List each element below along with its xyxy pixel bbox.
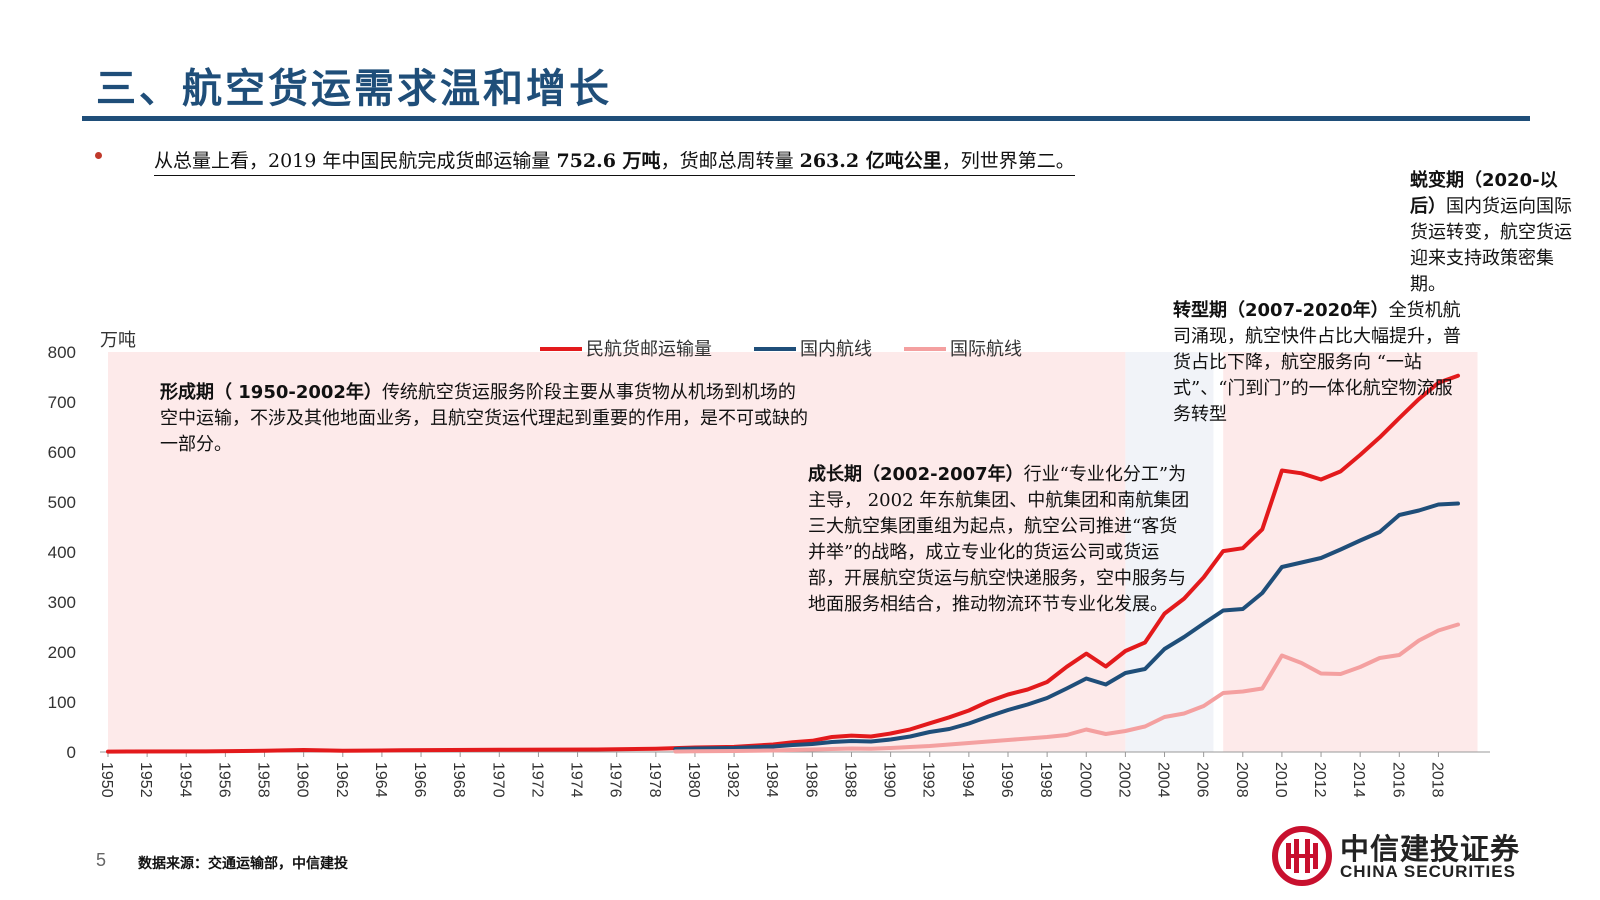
x-tick-label: 1950 [98, 762, 115, 798]
x-tick-label: 1956 [215, 762, 232, 798]
x-tick-label: 2006 [1194, 762, 1211, 798]
y-tick-label: 600 [48, 443, 76, 462]
x-tick-label: 2004 [1155, 762, 1172, 798]
x-tick-label: 1998 [1037, 762, 1054, 798]
annotation-formation-head: 形成期（ 1950-2002年） [160, 382, 382, 403]
x-tick-label: 1970 [489, 762, 506, 798]
bullet-dot [95, 152, 102, 159]
series-line-2 [673, 501, 1460, 751]
x-tick-label: 1994 [959, 762, 976, 798]
x-tick-label: 1992 [920, 762, 937, 798]
annotation-formation-period: 形成期（ 1950-2002年）传统航空货运服务阶段主要从事货物从机场到机场的空… [160, 380, 808, 458]
page-number: 5 [96, 850, 107, 870]
annotation-transformation-body: 全货机航司涌现，航空快件占比大幅提升，普货占比下降，航空服务向 “一站式”、“门… [1173, 300, 1461, 425]
y-tick-label: 0 [67, 743, 76, 762]
x-tick-label: 1984 [763, 762, 780, 798]
x-tick-label: 2018 [1428, 762, 1445, 798]
x-tick-label: 1962 [333, 762, 350, 798]
y-tick-label: 300 [48, 593, 76, 612]
summary-part-3: ，列世界第二。 [941, 150, 1075, 172]
x-tick-label: 1980 [685, 762, 702, 798]
x-tick-label: 1968 [450, 762, 467, 798]
x-tick-label: 2012 [1311, 762, 1328, 798]
annotation-growth-head: 成长期（2002-2007年） [808, 464, 1024, 485]
china-securities-logo-icon [1272, 826, 1332, 886]
data-source: 数据来源：交通运输部，中信建投 [138, 856, 348, 872]
phase-band [1125, 352, 1214, 752]
y-tick-label: 400 [48, 543, 76, 562]
x-tick-label: 2000 [1076, 762, 1093, 798]
x-tick-label: 1982 [724, 762, 741, 798]
x-tick-label: 2002 [1115, 762, 1132, 798]
x-tick-label: 1954 [176, 762, 193, 798]
x-tick-label: 1960 [294, 762, 311, 798]
x-tick-label: 1988 [841, 762, 858, 798]
logo-name-cn: 中信建投证券 [1340, 832, 1521, 866]
x-tick-label: 1972 [528, 762, 545, 798]
x-tick-label: 2016 [1389, 762, 1406, 798]
legend-label-2: 国内航线 [800, 339, 872, 360]
x-tick-label: 1958 [255, 762, 272, 798]
y-unit-label: 万吨 [100, 330, 136, 351]
x-tick-label: 1952 [137, 762, 154, 798]
logo-name-en: CHINA SECURITIES [1340, 862, 1516, 881]
annotation-formation-body: 传统航空货运服务阶段主要从事货物从机场到机场的空中运输，不涉及其他地面业务，且航… [160, 382, 808, 455]
x-tick-label: 1996 [998, 762, 1015, 798]
legend-label-3: 国际航线 [950, 339, 1022, 360]
x-tick-label: 1990 [881, 762, 898, 798]
summary-part-2: ，货邮总周转量 [660, 150, 800, 172]
x-tick-label: 2014 [1350, 762, 1367, 798]
title-underline [82, 116, 1530, 121]
series-line-1 [106, 373, 1460, 754]
annotation-growth-period: 成长期（2002-2007年）行业“专业化分工”为主导， 2002 年东航集团、… [808, 462, 1192, 618]
phase-band [108, 352, 1126, 752]
summary-turnover: 263.2 亿吨公里 [799, 150, 942, 172]
x-tick-label: 1966 [411, 762, 428, 798]
annotation-metamorphosis-period: 蜕变期（2020-以后）国内货运向国际货运转变，航空货运迎来支持政策密集期。 [1410, 168, 1580, 298]
x-tick-label: 2010 [1272, 762, 1289, 798]
cargo-line-chart: 0 100 200 300 400 500 600 700 800 万吨 1950 1952 1954 1… [48, 330, 1490, 798]
y-tick-label: 800 [48, 343, 76, 362]
annotation-transformation-period: 转型期（2007-2020年）全货机航司涌现，航空快件占比大幅提升，普货占比下降… [1173, 298, 1463, 428]
x-tick-label: 1964 [372, 762, 389, 798]
y-tick-label: 200 [48, 643, 76, 662]
annotation-metamorphosis-head: 蜕变期（2020-以后） [1410, 170, 1558, 217]
x-tick-label: 1986 [802, 762, 819, 798]
x-tick-label: 1978 [646, 762, 663, 798]
legend-label-1: 民航货邮运输量 [586, 339, 712, 360]
y-tick-label: 500 [48, 493, 76, 512]
annotation-transformation-head: 转型期（2007-2020年） [1173, 300, 1389, 321]
annotation-metamorphosis-body: 国内货运向国际货运转变，航空货运迎来支持政策密集期。 [1410, 196, 1572, 295]
summary-cargo-volume: 752.6 万吨 [556, 150, 661, 172]
summary-text: 从总量上看，2019 年中国民航完成货邮运输量 752.6 万吨，货邮总周转量 … [154, 146, 1075, 176]
page-title: 三、航空货运需求温和增长 [96, 66, 612, 112]
x-tick-label: 2008 [1233, 762, 1250, 798]
x-tick-label: 1974 [568, 762, 585, 798]
x-tick-label: 1976 [607, 762, 624, 798]
annotation-growth-body: 行业“专业化分工”为主导， 2002 年东航集团、中航集团和南航集团三大航空集团… [808, 464, 1190, 615]
summary-part-1: 从总量上看，2019 年中国民航完成货邮运输量 [154, 150, 557, 172]
y-tick-label: 700 [48, 393, 76, 412]
series-line-3 [673, 622, 1460, 754]
y-tick-label: 100 [48, 693, 76, 712]
